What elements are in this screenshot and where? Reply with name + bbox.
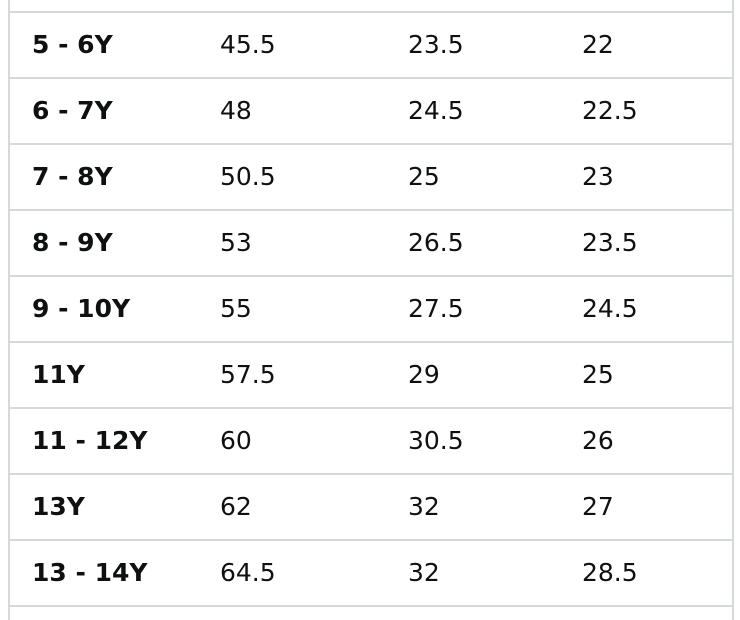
row-header: 6 - 7Y <box>32 96 113 125</box>
row-divider <box>8 605 732 607</box>
table-cell: 23.5 <box>582 228 638 257</box>
table-cell: 30.5 <box>408 426 464 455</box>
table-cell: 26.5 <box>408 228 464 257</box>
table-cell: 32 <box>408 558 440 587</box>
row-header: 11 - 12Y <box>32 426 148 455</box>
row-divider <box>8 473 732 475</box>
row-divider <box>8 11 732 13</box>
row-header: 8 - 9Y <box>32 228 113 257</box>
table-cell: 48 <box>220 96 252 125</box>
table-cell: 29 <box>408 360 440 389</box>
row-divider <box>8 209 732 211</box>
row-divider <box>8 407 732 409</box>
row-header: 13Y <box>32 492 85 521</box>
table-cell: 55 <box>220 294 252 323</box>
table-cell: 50.5 <box>220 162 276 191</box>
table-cell: 24.5 <box>408 96 464 125</box>
row-header: 5 - 6Y <box>32 30 113 59</box>
row-header: 11Y <box>32 360 85 389</box>
row-header: 7 - 8Y <box>32 162 113 191</box>
table-cell: 23 <box>582 162 614 191</box>
table-cell: 62 <box>220 492 252 521</box>
row-divider <box>8 341 732 343</box>
table-cell: 60 <box>220 426 252 455</box>
table-cell: 23.5 <box>408 30 464 59</box>
table-cell: 27.5 <box>408 294 464 323</box>
table-cell: 22 <box>582 30 614 59</box>
table-cell: 27 <box>582 492 614 521</box>
table-cell: 25 <box>408 162 440 191</box>
table-cell: 45.5 <box>220 30 276 59</box>
row-header: 13 - 14Y <box>32 558 148 587</box>
row-divider <box>8 275 732 277</box>
table-cell: 64.5 <box>220 558 276 587</box>
row-divider <box>8 143 732 145</box>
table-cell: 25 <box>582 360 614 389</box>
table-cell: 24.5 <box>582 294 638 323</box>
table-cell: 53 <box>220 228 252 257</box>
table-frame <box>8 0 734 620</box>
row-divider <box>8 539 732 541</box>
table-cell: 57.5 <box>220 360 276 389</box>
table-cell: 28.5 <box>582 558 638 587</box>
table-cell: 22.5 <box>582 96 638 125</box>
row-divider <box>8 77 732 79</box>
table-cell: 26 <box>582 426 614 455</box>
table-cell: 32 <box>408 492 440 521</box>
row-header: 9 - 10Y <box>32 294 131 323</box>
